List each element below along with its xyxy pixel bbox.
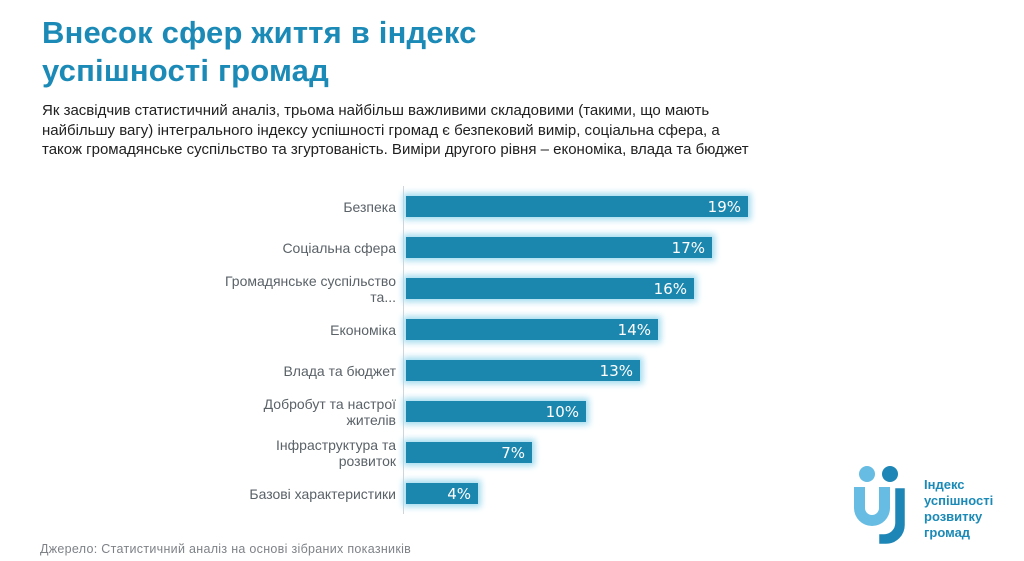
category-label: Економіка <box>330 321 396 338</box>
bar-chart: Безпека 19% Соціальна сфера 17% Громадянське… <box>0 186 820 514</box>
chart-row: Соціальна сфера 17% <box>0 227 820 268</box>
logo-mark-icon <box>854 466 908 547</box>
subtitle-text: Як засвідчив статистичний аналіз, трьома… <box>42 102 749 158</box>
bar-area: 7% <box>403 432 820 473</box>
source-note: Джерело: Статистичний аналіз на основі з… <box>40 542 412 556</box>
logo-text: Індекс успішності розвитку громад <box>924 477 993 541</box>
bar: 4% <box>406 483 478 504</box>
chart-row: Влада та бюджет 13% <box>0 350 820 391</box>
bar-value: 19% <box>707 197 741 216</box>
chart-row: Економіка 14% <box>0 309 820 350</box>
logo: Індекс успішності розвитку громад <box>850 465 993 553</box>
bar-value: 13% <box>599 361 633 380</box>
bar: 13% <box>406 360 640 381</box>
bar-area: 16% <box>403 268 820 309</box>
bar-area: 4% <box>403 473 820 514</box>
category-label: Влада та бюджет <box>283 362 396 379</box>
bar: 10% <box>406 401 586 422</box>
bar-area: 17% <box>403 227 820 268</box>
chart-row: Базові характеристики 4% <box>0 473 820 514</box>
bar-value: 17% <box>671 238 705 257</box>
bar-value: 7% <box>501 443 525 462</box>
bar: 16% <box>406 278 694 299</box>
bar: 7% <box>406 442 532 463</box>
logo-text-line: успішності <box>924 493 994 508</box>
bar-value: 14% <box>617 320 651 339</box>
category-label: Громадянське суспільство та... <box>225 272 396 305</box>
chart-row: Добробут та настрої жителів 10% <box>0 391 820 432</box>
category-label: Базові характеристики <box>249 485 396 502</box>
bar: 17% <box>406 237 712 258</box>
bar-area: 13% <box>403 350 820 391</box>
category-label: Добробут та настрої жителів <box>263 395 396 428</box>
page-title: Внесок сфер життя в індекс успішності гр… <box>42 15 477 88</box>
bar: 19% <box>406 196 748 217</box>
bar-value: 4% <box>447 484 471 503</box>
logo-text-line: Індекс <box>924 477 965 492</box>
chart-row: Безпека 19% <box>0 186 820 227</box>
chart-row: Громадянське суспільство та... 16% <box>0 268 820 309</box>
category-label: Безпека <box>343 198 396 215</box>
category-label: Соціальна сфера <box>282 239 396 256</box>
logo-text-line: громад <box>924 525 971 540</box>
logo-text-line: розвитку <box>924 509 983 524</box>
bar: 14% <box>406 319 658 340</box>
bar-area: 19% <box>403 186 820 227</box>
bar-area: 14% <box>403 309 820 350</box>
bar-value: 16% <box>653 279 687 298</box>
bar-area: 10% <box>403 391 820 432</box>
category-label: Інфраструктура та розвиток <box>276 436 396 469</box>
bar-value: 10% <box>545 402 579 421</box>
chart-rows: Безпека 19% Соціальна сфера 17% Громадянське… <box>0 186 820 514</box>
chart-row: Інфраструктура та розвиток 7% <box>0 432 820 473</box>
